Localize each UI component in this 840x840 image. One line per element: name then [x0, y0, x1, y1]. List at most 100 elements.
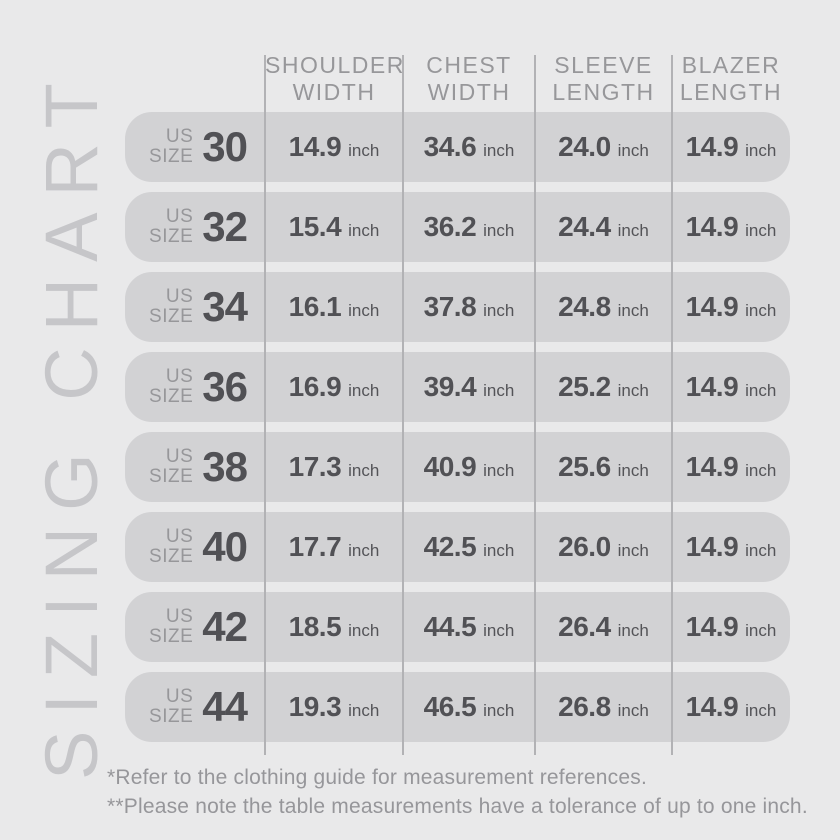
sleeve-length-cell: 24.0 inch — [535, 131, 672, 163]
measurement-value: 14.9 — [685, 371, 739, 402]
column-divider — [671, 55, 673, 755]
measurement-value: 24.0 — [558, 131, 611, 162]
unit-label: inch — [348, 701, 380, 720]
unit-label: inch — [617, 141, 649, 160]
size-label-text: SIZE — [149, 306, 194, 327]
column-divider — [264, 55, 266, 755]
table-row-size-42: US SIZE 42 18.5 inch 44.5 inch 26.4 inch… — [125, 592, 790, 662]
size-label-text: SIZE — [149, 706, 194, 727]
measurement-value: 17.3 — [288, 451, 342, 482]
measurement-value: 14.9 — [685, 451, 739, 482]
footnote-tolerance: **Please note the table measurements hav… — [107, 795, 808, 818]
chest-width-cell: 44.5 inch — [403, 611, 535, 643]
unit-label: inch — [483, 541, 515, 560]
measurement-value: 39.4 — [423, 371, 477, 402]
size-value: 34 — [202, 283, 248, 330]
size-cell: US SIZE 42 — [125, 603, 265, 651]
us-size-label: US SIZE — [149, 127, 193, 167]
measurement-value: 16.1 — [288, 291, 342, 322]
chest-width-cell: 36.2 inch — [403, 211, 535, 243]
us-label: US — [165, 606, 194, 627]
unit-label: inch — [483, 461, 515, 480]
chest-width-cell: 42.5 inch — [403, 531, 535, 563]
sleeve-length-cell: 24.4 inch — [535, 211, 672, 243]
shoulder-width-cell: 17.7 inch — [265, 531, 403, 563]
measurement-value: 14.9 — [288, 131, 342, 162]
footnote-reference: *Refer to the clothing guide for measure… — [107, 766, 647, 789]
shoulder-width-cell: 17.3 inch — [265, 451, 403, 483]
sleeve-length-cell: 25.6 inch — [535, 451, 672, 483]
unit-label: inch — [617, 621, 649, 640]
blazer-length-cell: 14.9 inch — [672, 531, 790, 563]
header-line: SHOULDER — [265, 52, 405, 78]
us-label: US — [165, 126, 194, 147]
us-size-label: US SIZE — [149, 687, 193, 727]
unit-label: inch — [617, 221, 649, 240]
header-line: CHEST — [426, 52, 512, 78]
measurement-value: 36.2 — [423, 211, 477, 242]
measurement-value: 18.5 — [288, 611, 342, 642]
unit-label: inch — [483, 381, 515, 400]
table-row-size-36: US SIZE 36 16.9 inch 39.4 inch 25.2 inch… — [125, 352, 790, 422]
unit-label: inch — [348, 301, 380, 320]
size-cell: US SIZE 40 — [125, 523, 265, 571]
size-cell: US SIZE 32 — [125, 203, 265, 251]
us-size-label: US SIZE — [149, 527, 193, 567]
unit-label: inch — [483, 141, 515, 160]
table-header: SHOULDER WIDTH CHEST WIDTH SLEEVE LENGTH… — [125, 52, 790, 106]
header-line: WIDTH — [292, 79, 376, 105]
unit-label: inch — [348, 541, 380, 560]
shoulder-width-cell: 15.4 inch — [265, 211, 403, 243]
unit-label: inch — [617, 381, 649, 400]
size-value: 36 — [202, 363, 248, 410]
shoulder-width-cell: 18.5 inch — [265, 611, 403, 643]
size-cell: US SIZE 38 — [125, 443, 265, 491]
us-size-label: US SIZE — [149, 447, 193, 487]
unit-label: inch — [745, 701, 777, 720]
measurement-value: 44.5 — [423, 611, 477, 642]
header-sleeve-length: SLEEVE LENGTH — [535, 52, 672, 106]
unit-label: inch — [348, 461, 380, 480]
table-row-size-44: US SIZE 44 19.3 inch 46.5 inch 26.8 inch… — [125, 672, 790, 742]
measurement-value: 16.9 — [288, 371, 342, 402]
us-size-label: US SIZE — [149, 287, 193, 327]
size-label-text: SIZE — [149, 546, 194, 567]
sleeve-length-cell: 26.8 inch — [535, 691, 672, 723]
column-divider — [534, 55, 536, 755]
header-chest-width: CHEST WIDTH — [403, 52, 535, 106]
header-spacer — [125, 52, 265, 106]
measurement-value: 19.3 — [288, 691, 342, 722]
measurement-value: 14.9 — [685, 211, 739, 242]
measurement-value: 37.8 — [423, 291, 477, 322]
blazer-length-cell: 14.9 inch — [672, 371, 790, 403]
us-label: US — [165, 686, 194, 707]
unit-label: inch — [617, 461, 649, 480]
unit-label: inch — [483, 221, 515, 240]
measurement-value: 24.4 — [558, 211, 611, 242]
measurement-value: 26.4 — [558, 611, 611, 642]
unit-label: inch — [348, 141, 380, 160]
blazer-length-cell: 14.9 inch — [672, 291, 790, 323]
table-row-size-34: US SIZE 34 16.1 inch 37.8 inch 24.8 inch… — [125, 272, 790, 342]
column-divider — [402, 55, 404, 755]
size-value: 30 — [202, 123, 248, 170]
us-label: US — [165, 206, 194, 227]
chest-width-cell: 37.8 inch — [403, 291, 535, 323]
table-row-size-30: US SIZE 30 14.9 inch 34.6 inch 24.0 inch… — [125, 112, 790, 182]
vertical-page-title: SIZING CHART — [30, 67, 113, 780]
unit-label: inch — [617, 541, 649, 560]
size-cell: US SIZE 30 — [125, 123, 265, 171]
unit-label: inch — [745, 541, 777, 560]
measurement-value: 40.9 — [423, 451, 477, 482]
size-cell: US SIZE 36 — [125, 363, 265, 411]
unit-label: inch — [745, 381, 777, 400]
unit-label: inch — [745, 301, 777, 320]
us-label: US — [165, 526, 194, 547]
blazer-length-cell: 14.9 inch — [672, 691, 790, 723]
blazer-length-cell: 14.9 inch — [672, 611, 790, 643]
measurement-value: 14.9 — [685, 531, 739, 562]
measurement-value: 14.9 — [685, 691, 739, 722]
size-label-text: SIZE — [149, 146, 194, 167]
blazer-length-cell: 14.9 inch — [672, 131, 790, 163]
sleeve-length-cell: 25.2 inch — [535, 371, 672, 403]
